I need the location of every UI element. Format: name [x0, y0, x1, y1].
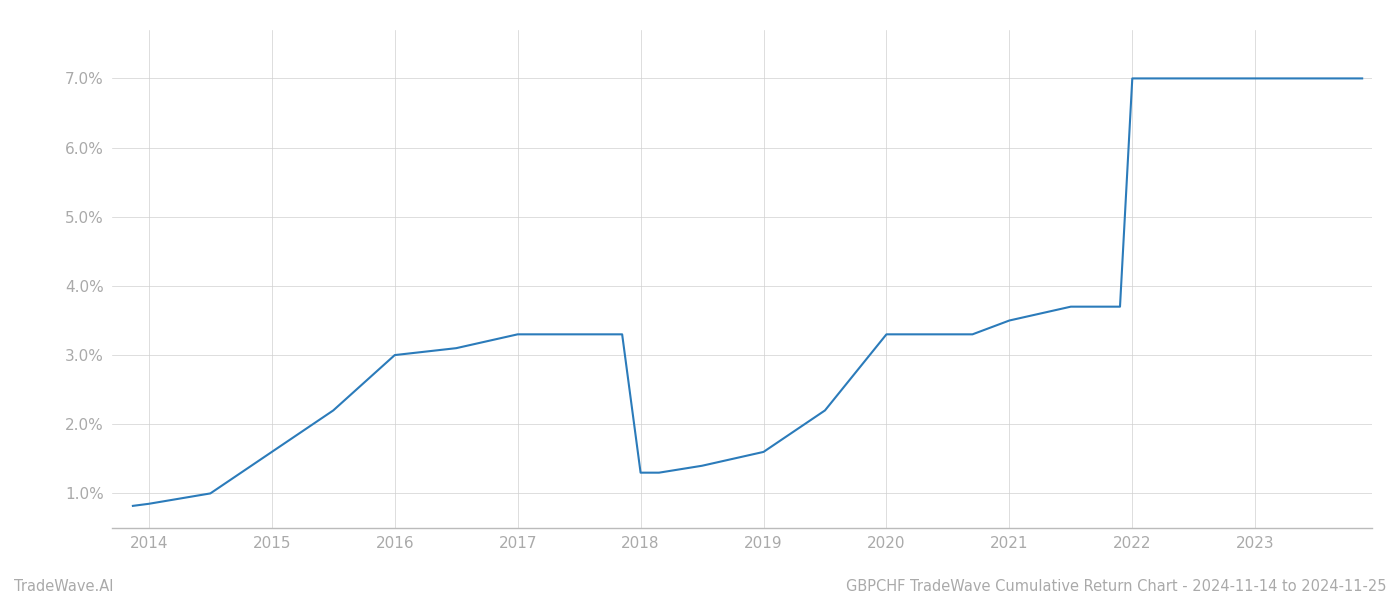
Text: GBPCHF TradeWave Cumulative Return Chart - 2024-11-14 to 2024-11-25: GBPCHF TradeWave Cumulative Return Chart… — [846, 579, 1386, 594]
Text: TradeWave.AI: TradeWave.AI — [14, 579, 113, 594]
